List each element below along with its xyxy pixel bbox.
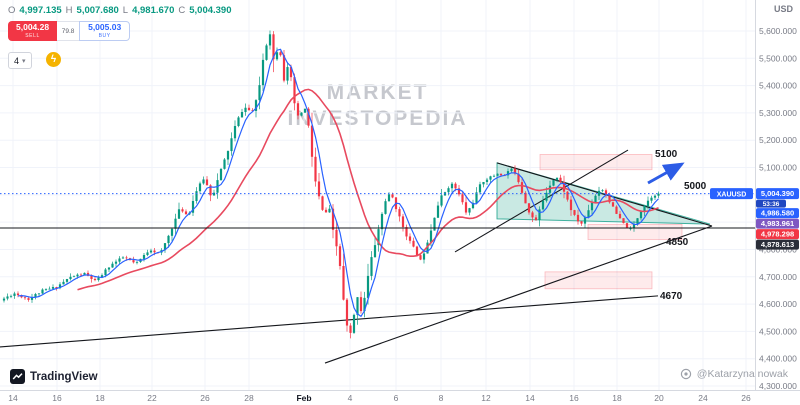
date-axis-label: 4 [348, 393, 353, 403]
date-axis-label: 28 [244, 393, 254, 403]
trendline [454, 149, 629, 253]
trendline [496, 162, 713, 227]
price-tag [756, 239, 799, 250]
timeframe-chip[interactable]: 4 ▾ [8, 52, 32, 69]
price-axis-label: 5,400.000 [759, 81, 797, 91]
credit-text: @Katarzyna nowak [696, 368, 788, 380]
date-axis-label: 22 [147, 393, 157, 403]
trendline [0, 295, 659, 348]
buy-label: BUY [98, 33, 111, 39]
camera-icon [680, 368, 691, 380]
svg-text:4,878.613: 4,878.613 [761, 240, 794, 249]
close-label: C [178, 5, 186, 16]
price-tag [756, 208, 799, 219]
sell-button[interactable]: 5,004.28 SELL [8, 21, 58, 41]
annotation-label: 4670 [660, 291, 683, 302]
price-tag [756, 199, 786, 208]
zone-rect [544, 271, 653, 290]
timeframe-value: 4 [14, 55, 20, 66]
date-axis-label: 8 [439, 393, 444, 403]
date-axis-label: 20 [654, 393, 664, 403]
svg-text:4,983.961: 4,983.961 [761, 219, 794, 228]
svg-text:5,004.390: 5,004.390 [761, 189, 794, 198]
date-axis-label: 18 [612, 393, 622, 403]
date-axis-label: 26 [200, 393, 210, 403]
symbol-tag [710, 188, 753, 200]
currency-label: USD [773, 4, 793, 14]
low-value: 4,981.670 [132, 5, 175, 16]
price-axis-label: 4,400.000 [759, 354, 797, 364]
date-axis-label: Feb [296, 393, 311, 403]
date-axis-label: 16 [52, 393, 62, 403]
sell-label: SELL [25, 33, 40, 39]
low-label: L [122, 5, 129, 16]
close-value: 5,004.390 [189, 5, 232, 16]
annotation-label: 5000 [684, 181, 707, 192]
annotation-label: 4850 [666, 237, 689, 248]
date-axis-label: 14 [525, 393, 535, 403]
price-axis-label: 5,300.000 [759, 108, 797, 118]
watermark-line1: MARKET [326, 81, 429, 104]
date-axis-label: 14 [8, 393, 18, 403]
instant-order-icon[interactable]: ϟ [46, 52, 61, 67]
time-axis[interactable]: 14 16 18 22 26 28 Feb 4 6 8 12 14 16 18 20 24 26 [0, 390, 800, 405]
open-label: O [8, 5, 16, 16]
date-axis-label: 6 [394, 393, 399, 403]
date-axis-label: 12 [481, 393, 491, 403]
tradingview-logo-text: TradingView [30, 370, 98, 383]
date-axis-label: 24 [698, 393, 708, 403]
price-axis-label: 4,600.000 [759, 299, 797, 309]
high-value: 5,007.680 [76, 5, 119, 16]
zone-rect [539, 154, 653, 171]
price-tag [756, 218, 799, 229]
svg-text:4,986.580: 4,986.580 [761, 209, 794, 218]
date-axis-label: 16 [569, 393, 579, 403]
price-annotations: 5100 5000 4850 4670 [655, 149, 707, 302]
price-axis-label: 4,300.000 [759, 381, 797, 391]
price-tag [756, 188, 799, 200]
trendlines [0, 149, 713, 364]
credit-watermark: @Katarzyna nowak [680, 368, 788, 380]
ma-slow-line [77, 88, 659, 291]
grid [0, 0, 755, 390]
price-axis-label: 4,700.000 [759, 272, 797, 282]
price-tag [756, 229, 799, 240]
annotation-label: 5100 [655, 149, 678, 160]
order-panel: 5,004.28 SELL 79.8 5,005.03 BUY [8, 21, 131, 41]
candles-series [2, 30, 660, 339]
svg-text:53:36: 53:36 [763, 201, 780, 208]
svg-text:XAUUSD: XAUUSD [717, 191, 747, 198]
price-axis-label: 4,500.000 [759, 326, 797, 336]
chevron-down-icon: ▾ [22, 57, 26, 65]
tradingview-logo-icon [10, 369, 25, 384]
price-axis-label: 5,200.000 [759, 135, 797, 145]
projection-arrow [647, 162, 685, 185]
buy-price: 5,005.03 [88, 22, 122, 32]
date-axis-label: 18 [95, 393, 105, 403]
price-axis-label: 5,100.000 [759, 163, 797, 173]
ohlc-bar: O 4,997.135 H 5,007.680 L 4,981.670 C 5,… [8, 5, 232, 16]
price-axis-label: 5,500.000 [759, 53, 797, 63]
buy-button[interactable]: 5,005.03 BUY [79, 21, 131, 41]
tradingview-logo[interactable]: TradingView [10, 369, 98, 384]
date-axis-label: 26 [741, 393, 751, 403]
open-value: 4,997.135 [19, 5, 62, 16]
trendline [324, 225, 713, 364]
ma-fast-line [17, 48, 659, 318]
spread-value: 79.8 [57, 21, 80, 41]
sell-price: 5,004.28 [16, 22, 50, 32]
svg-text:4,978.298: 4,978.298 [761, 230, 794, 239]
plot-area[interactable]: 5100 5000 4850 4670 [0, 0, 755, 390]
high-label: H [65, 5, 73, 16]
price-axis-label: 5,600.000 [759, 26, 797, 36]
